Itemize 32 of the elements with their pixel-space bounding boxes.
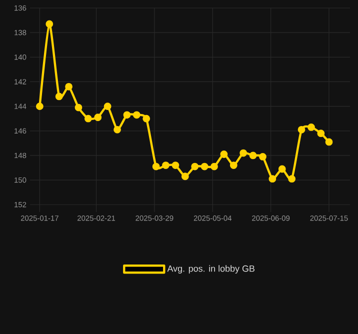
point — [317, 130, 325, 138]
point — [65, 82, 72, 90]
point — [36, 102, 44, 110]
point — [162, 162, 170, 169]
point — [191, 162, 199, 170]
point — [325, 138, 333, 146]
point — [308, 124, 315, 131]
legend-label: Avg. pos. in lobby GB — [167, 265, 254, 274]
point — [142, 114, 150, 122]
point — [84, 114, 92, 122]
point — [104, 102, 112, 110]
point — [268, 175, 276, 183]
point — [46, 20, 54, 28]
point — [132, 111, 140, 119]
point — [152, 162, 160, 170]
point — [114, 126, 121, 134]
point — [220, 150, 228, 158]
point — [123, 111, 131, 119]
point — [230, 162, 238, 169]
point — [240, 149, 248, 157]
point — [55, 92, 63, 100]
point — [288, 175, 296, 183]
point — [249, 152, 257, 160]
point — [172, 162, 180, 169]
point — [74, 104, 82, 112]
point — [298, 126, 306, 134]
point — [259, 153, 266, 160]
point — [210, 162, 218, 170]
point — [278, 165, 286, 173]
point — [181, 172, 189, 180]
point — [200, 162, 208, 170]
point — [94, 114, 102, 122]
